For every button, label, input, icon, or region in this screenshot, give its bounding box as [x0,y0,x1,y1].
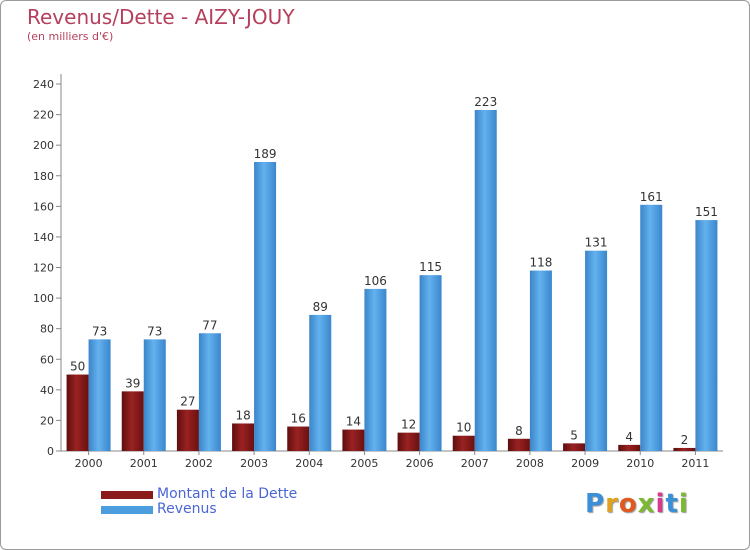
value-label-revenus: 223 [474,95,497,109]
x-tick-label: 2001 [130,457,158,470]
value-label-revenus: 161 [640,190,663,204]
bar-dette [121,391,144,451]
y-tick-label: 160 [33,200,54,213]
bar-dette [397,432,420,451]
value-label-revenus: 89 [313,300,328,314]
x-tick-label: 2000 [75,457,103,470]
value-label-dette: 14 [346,415,361,429]
logo-letter: x [637,489,656,519]
legend-item-revenus: Revenus [101,502,297,517]
legend-label-revenus: Revenus [157,501,217,517]
y-tick-label: 40 [40,384,54,397]
value-label-revenus: 73 [147,324,162,338]
x-tick-label: 2005 [350,457,378,470]
value-label-dette: 8 [515,424,523,438]
chart-title: Revenus/Dette - AIZY-JOUY [27,5,295,29]
value-label-revenus: 115 [419,260,442,274]
proxiti-logo: Proxiti [585,489,689,519]
bar-revenus [474,109,497,451]
value-label-revenus: 189 [254,147,277,161]
value-label-dette: 12 [401,418,416,432]
y-tick-label: 240 [33,78,54,91]
y-tick-label: 80 [40,323,54,336]
y-tick-label: 120 [33,262,54,275]
value-label-revenus: 118 [529,256,552,270]
value-label-dette: 18 [235,408,250,422]
legend-swatch-revenus [101,505,153,514]
x-tick-label: 2011 [681,457,709,470]
x-tick-label: 2010 [626,457,654,470]
logo-letter: i [655,489,666,519]
value-label-dette: 10 [456,421,471,435]
bar-revenus [585,250,608,451]
x-tick-label: 2006 [406,457,434,470]
x-tick-label: 2003 [240,457,268,470]
bar-dette [618,444,641,451]
bar-revenus [198,333,221,451]
x-tick-label: 2004 [295,457,323,470]
legend-label-dette: Montant de la Dette [157,486,298,502]
value-label-dette: 50 [70,360,85,374]
legend-swatch-dette [101,490,153,499]
value-label-dette: 4 [625,430,633,444]
logo-letter: P [585,489,606,519]
y-tick-label: 180 [33,170,54,183]
bar-dette [452,435,475,451]
value-label-dette: 16 [291,412,306,426]
bar-revenus [640,204,663,451]
bar-dette [673,447,696,451]
bar-revenus [254,161,277,452]
logo-letter: r [605,489,619,519]
legend-item-dette: Montant de la Dette [101,487,297,502]
value-label-revenus: 106 [364,274,387,288]
value-label-dette: 2 [681,433,689,447]
bar-dette [563,443,586,451]
y-tick-label: 140 [33,231,54,244]
y-tick-label: 20 [40,414,54,427]
chart-subtitle: (en milliers d'€) [27,30,114,43]
bar-dette [507,438,530,451]
x-tick-label: 2008 [516,457,544,470]
logo-letter: t [665,489,679,519]
value-label-revenus: 151 [695,205,718,219]
x-tick-label: 2007 [461,457,489,470]
value-label-dette: 5 [570,428,578,442]
legend: Montant de la Dette Revenus [101,487,297,517]
bar-dette [287,426,310,451]
bar-dette [176,409,199,451]
value-label-dette: 39 [125,376,140,390]
y-tick-label: 220 [33,109,54,122]
value-label-revenus: 73 [92,324,107,338]
bar-revenus [529,270,552,451]
bar-revenus [364,288,387,451]
x-tick-label: 2002 [185,457,213,470]
bar-dette [232,423,255,451]
y-tick-label: 100 [33,292,54,305]
bar-revenus [143,339,166,451]
logo-letter: o [618,489,638,519]
bar-dette [342,429,365,451]
value-label-revenus: 77 [202,318,217,332]
logo-letter: i [678,489,689,519]
value-label-revenus: 131 [585,236,608,250]
bar-dette [66,374,89,451]
y-tick-label: 0 [47,445,54,458]
y-tick-label: 60 [40,353,54,366]
bar-revenus [419,275,442,451]
bar-revenus [309,314,332,451]
bar-revenus [88,339,111,451]
y-tick-label: 200 [33,139,54,152]
x-tick-label: 2009 [571,457,599,470]
bar-revenus [695,220,718,451]
value-label-dette: 27 [180,395,195,409]
